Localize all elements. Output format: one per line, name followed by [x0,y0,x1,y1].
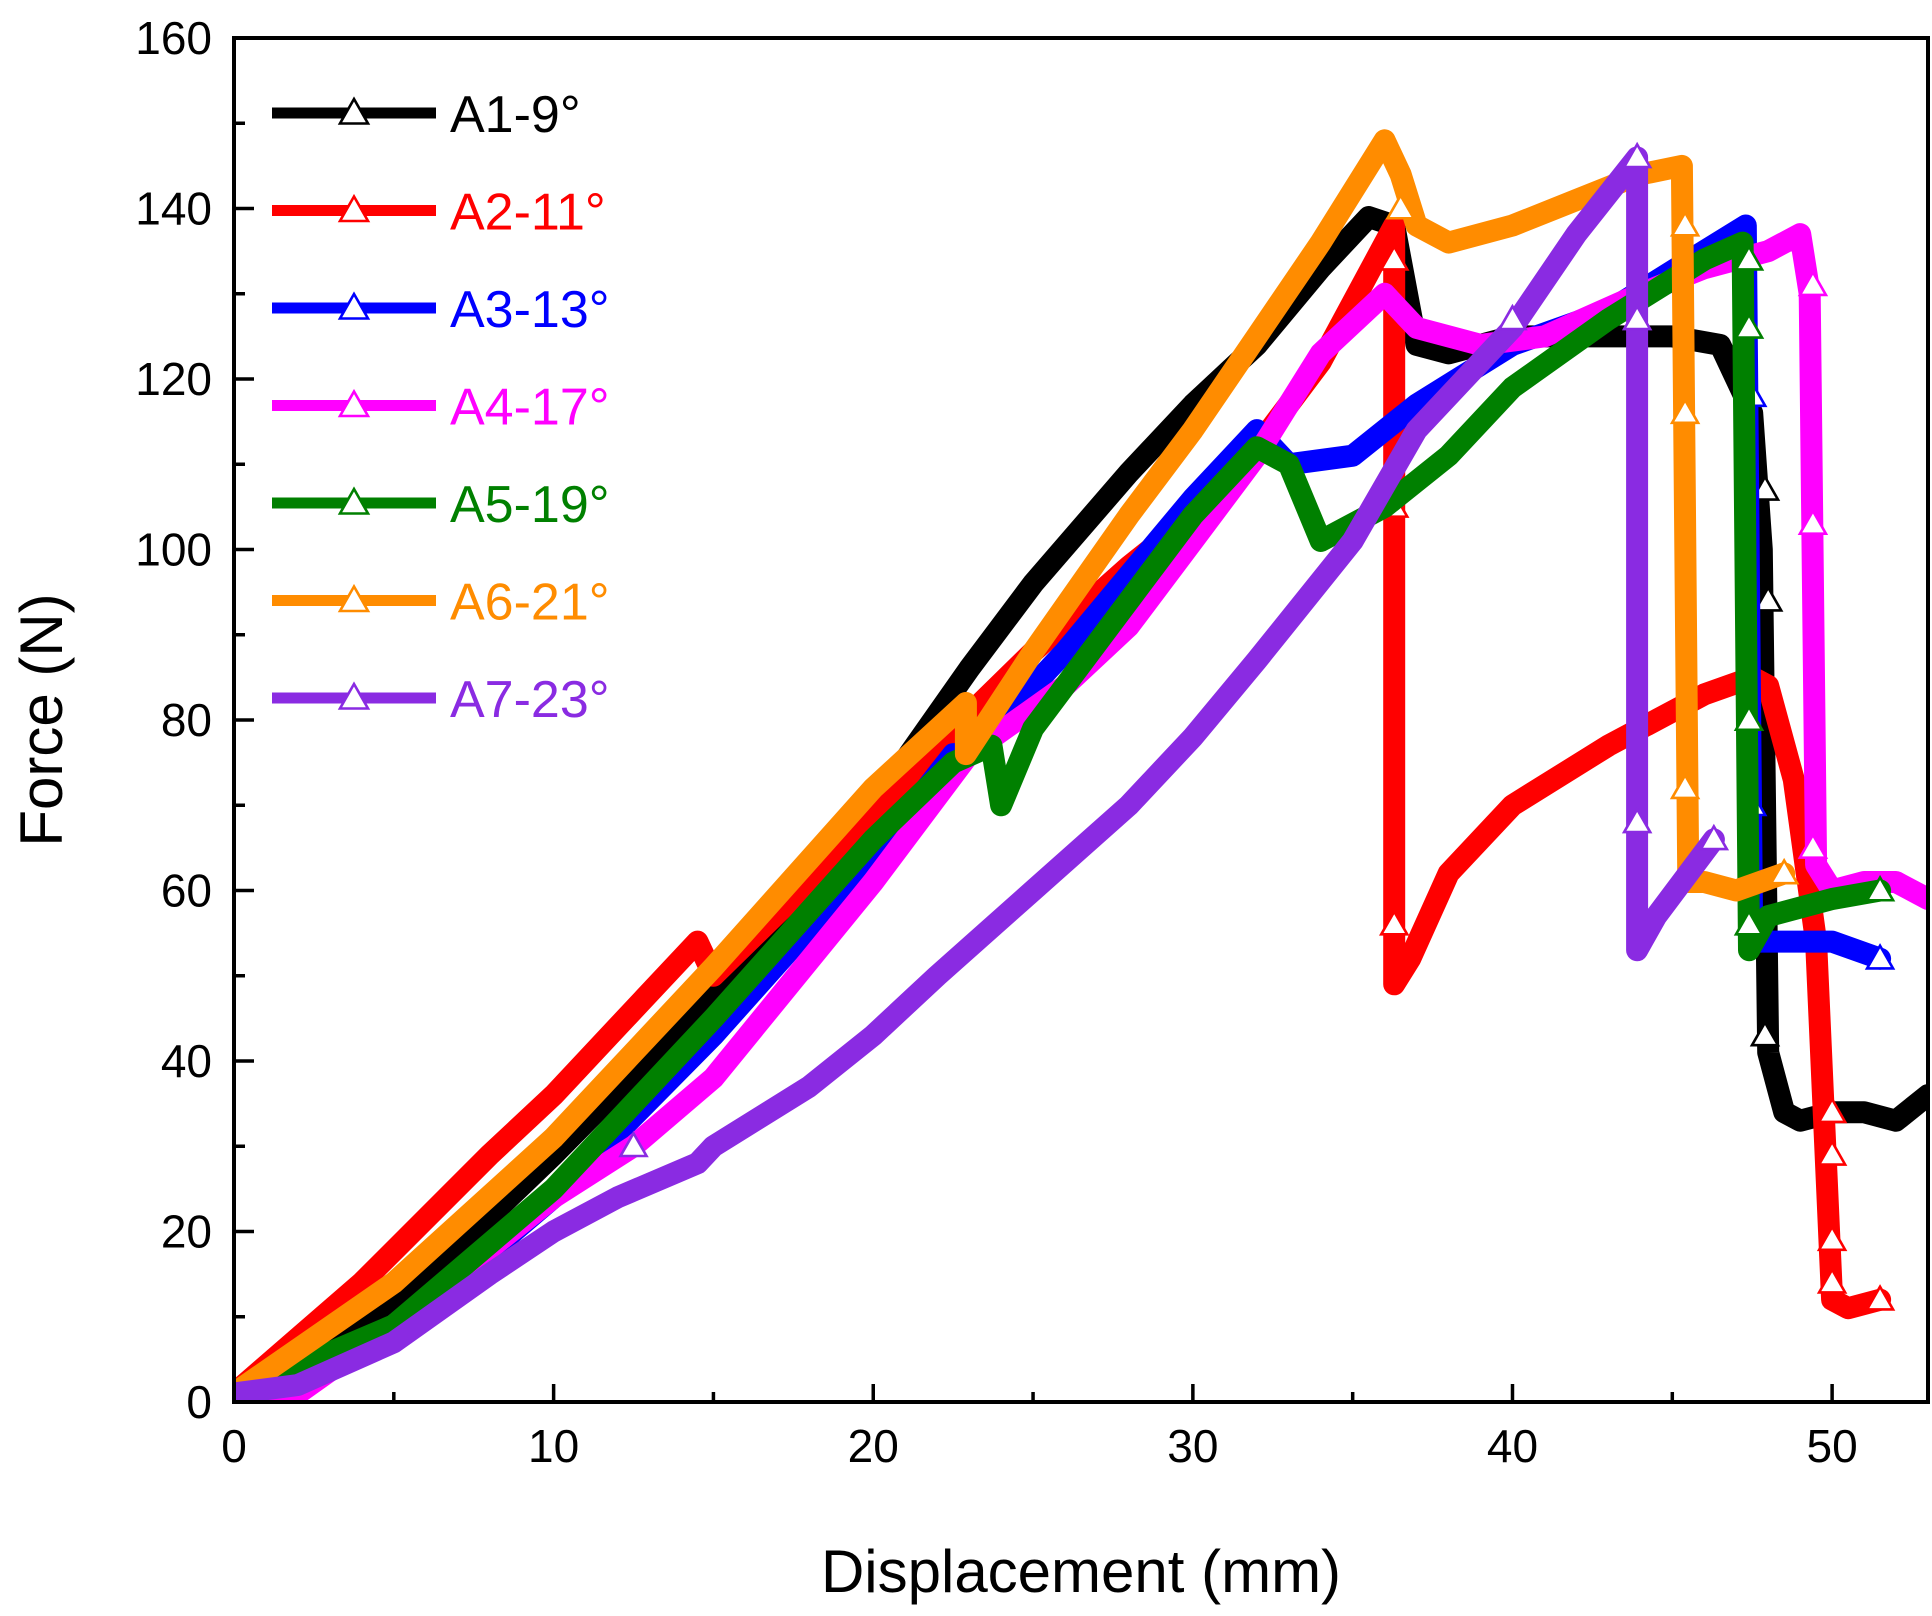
series-5-marker-4 [1733,908,1765,936]
y-tick-label: 20 [161,1206,212,1258]
series-6-marker-1 [1385,192,1416,220]
y-tick-label: 160 [135,12,212,64]
series-7-marker-4 [1621,303,1653,331]
series-2-marker-3 [1378,908,1410,936]
series-1-marker-3 [1752,585,1784,612]
series-6-marker-3 [1669,397,1701,425]
x-tick-label: 0 [221,1420,247,1472]
series-4-marker-3 [1797,832,1829,859]
series-line-4 [234,223,1928,1402]
series-5 [234,231,1896,1402]
legend-item-1: A1-9° [272,86,581,144]
y-tick-label: 60 [161,865,212,917]
legend-label: A7-23° [450,671,610,729]
legend-marker [337,486,371,515]
legend-item-3: A3-13° [272,281,610,339]
series-6-marker-5 [1768,857,1800,885]
series-line-6 [234,129,1796,1402]
legend-item-5: A5-19° [272,476,610,534]
y-tick-label: 140 [135,183,212,235]
axes-layer: 0 10 20 30 40 50 0 20 40 60 80 100 120 140 160 [135,12,1930,1472]
series-3-marker-4 [1864,943,1896,970]
legend-label: A6-21° [450,574,610,632]
series-6 [234,129,1800,1402]
series-7-marker-1 [618,1130,649,1158]
series-2-marker-6 [1816,1224,1848,1252]
series-2-marker-1 [1378,244,1410,271]
legend-marker [337,583,371,613]
legend-item-4: A4-17° [272,379,610,437]
legend: A1-9° A2-11° A3-13° A4-17° A5-19° A6-21° A7-23… [272,86,610,729]
series-2-marker-4 [1816,1096,1848,1124]
x-tick-label: 50 [1807,1420,1858,1472]
legend-label: A3-13° [450,281,610,339]
legend-marker [337,291,371,320]
series-7-marker-6 [1698,823,1730,851]
x-axis-title: Displacement (mm) [821,1538,1341,1605]
legend-marker [337,193,371,223]
series-7-marker-2 [1497,303,1528,331]
x-tick-label: 20 [848,1420,899,1472]
legend-item-6: A6-21° [272,574,610,632]
legend-marker [337,681,371,710]
series-7 [234,141,1730,1402]
x-tick-label: 40 [1487,1420,1538,1472]
series-5-marker-2 [1733,312,1765,339]
series-1-marker-4 [1749,1019,1781,1047]
y-tick-label: 100 [135,524,212,576]
y-axis-title: Force (N) [8,593,75,846]
series-4 [234,223,1928,1402]
legend-label: A5-19° [450,476,610,534]
legend-item-2: A2-11° [272,184,606,242]
series-5-marker-1 [1733,244,1765,271]
legend-item-7: A7-23° [272,671,610,729]
y-tick-label: 120 [135,353,212,405]
series-2-marker-7 [1816,1267,1848,1294]
series-2-marker-8 [1864,1284,1896,1311]
legend-label: A2-11° [450,184,606,242]
series-7-marker-5 [1621,806,1653,834]
series-line-5 [234,231,1892,1402]
x-tick-label: 30 [1167,1420,1218,1472]
series-layer [234,129,1928,1402]
series-5-marker-5 [1864,874,1896,902]
legend-label: A4-17° [450,379,610,437]
series-6-marker-4 [1669,772,1701,800]
series-5-marker-3 [1733,704,1765,732]
series-4-marker-1 [1797,269,1829,297]
x-tick-label: 10 [528,1420,579,1472]
series-7-marker-3 [1621,141,1653,169]
y-tick-label: 0 [186,1376,212,1428]
y-tick-label: 40 [161,1035,212,1087]
legend-marker [337,96,371,125]
series-2-marker-5 [1816,1139,1848,1166]
series-4-marker-2 [1797,508,1829,535]
legend-label: A1-9° [450,86,581,144]
series-6-marker-2 [1669,209,1701,237]
y-tick-label: 80 [161,694,212,746]
series-line-7 [234,146,1725,1402]
legend-marker [337,388,371,418]
